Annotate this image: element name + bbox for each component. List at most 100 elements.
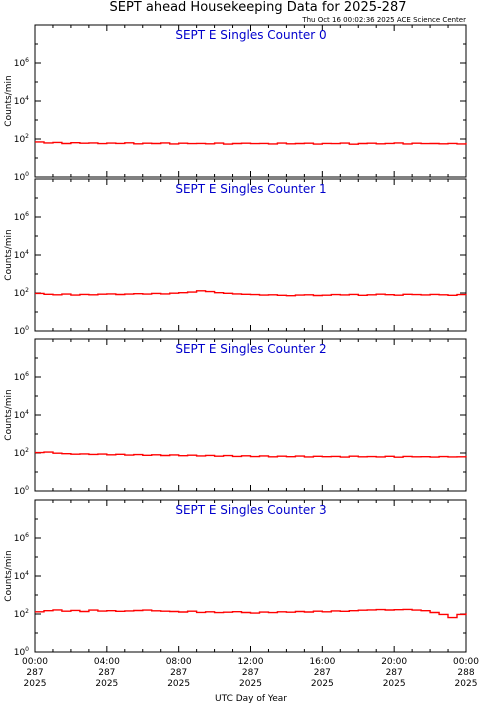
y-tick-label: 100 — [14, 325, 29, 337]
y-tick-label: 102 — [14, 287, 29, 299]
y-tick-base: 10 — [14, 251, 26, 261]
y-tick-label: 104 — [14, 249, 29, 261]
y-tick-base: 10 — [14, 135, 26, 145]
panel-title: SEPT E Singles Counter 0 — [175, 28, 326, 42]
y-tick-base: 10 — [14, 213, 26, 223]
x-tick-year: 2025 — [455, 679, 478, 689]
y-tick-base: 10 — [14, 373, 26, 383]
panel-title: SEPT E Singles Counter 2 — [175, 342, 326, 356]
y-tick-label: 106 — [14, 371, 29, 383]
y-tick-label: 104 — [14, 570, 29, 582]
y-tick-exponent: 4 — [25, 409, 29, 416]
x-axis-label: UTC Day of Year — [215, 694, 287, 703]
y-tick-base: 10 — [14, 572, 26, 582]
series-line — [35, 451, 467, 458]
y-tick-base: 10 — [14, 327, 26, 337]
y-tick-label: 102 — [14, 608, 29, 620]
y-tick-exponent: 2 — [25, 287, 29, 294]
y-tick-exponent: 6 — [25, 57, 29, 64]
series-line — [35, 608, 467, 619]
x-tick-doy: 287 — [314, 668, 331, 678]
x-tick-time: 12:00 — [238, 657, 264, 667]
series-line — [35, 141, 467, 145]
x-tick-time: 04:00 — [94, 657, 120, 667]
panel-frame — [34, 178, 467, 332]
y-axis-label: Counts/min — [4, 389, 14, 440]
y-tick-exponent: 4 — [25, 95, 29, 102]
x-tick-year: 2025 — [167, 679, 190, 689]
y-tick-exponent: 4 — [25, 570, 29, 577]
y-tick-base: 10 — [14, 487, 26, 497]
x-tick-year: 2025 — [24, 679, 47, 689]
y-axis-label: Counts/min — [4, 229, 14, 280]
x-tick-year: 2025 — [383, 679, 406, 689]
y-tick-base: 10 — [14, 610, 26, 620]
y-tick-base: 10 — [14, 59, 26, 69]
y-tick-label: 100 — [14, 646, 29, 658]
x-tick-time: 00:00 — [22, 657, 48, 667]
panel-title: SEPT E Singles Counter 1 — [175, 182, 326, 196]
y-tick-label: 106 — [14, 532, 29, 544]
x-tick-time: 08:00 — [166, 657, 192, 667]
y-tick-exponent: 0 — [25, 485, 29, 492]
y-tick-label: 102 — [14, 447, 29, 459]
y-tick-label: 106 — [14, 211, 29, 223]
panel-frame — [34, 499, 467, 653]
y-tick-base: 10 — [14, 289, 26, 299]
y-tick-exponent: 0 — [25, 171, 29, 178]
y-axis-label: Counts/min — [4, 75, 14, 126]
x-tick-doy: 287 — [98, 668, 115, 678]
chart-title: SEPT ahead Housekeeping Data for 2025-28… — [110, 0, 407, 15]
x-tick-doy: 288 — [457, 668, 474, 678]
x-tick-year: 2025 — [311, 679, 334, 689]
x-tick-doy: 287 — [242, 668, 259, 678]
x-tick-time: 20:00 — [381, 657, 407, 667]
y-tick-exponent: 2 — [25, 447, 29, 454]
y-tick-base: 10 — [14, 534, 26, 544]
x-tick-year: 2025 — [95, 679, 118, 689]
x-tick-doy: 287 — [170, 668, 187, 678]
panel-frame — [34, 338, 467, 492]
x-tick-doy: 287 — [26, 668, 43, 678]
y-tick-exponent: 0 — [25, 325, 29, 332]
y-tick-label: 106 — [14, 57, 29, 69]
y-axis-label: Counts/min — [4, 550, 14, 601]
y-tick-exponent: 6 — [25, 211, 29, 218]
timestamp: Thu Oct 16 00:02:36 2025 ACE Science Cen… — [301, 16, 466, 24]
y-tick-label: 100 — [14, 171, 29, 183]
y-tick-base: 10 — [14, 648, 26, 658]
x-tick-doy: 287 — [386, 668, 403, 678]
y-tick-exponent: 0 — [25, 646, 29, 653]
y-tick-exponent: 6 — [25, 532, 29, 539]
y-tick-exponent: 4 — [25, 249, 29, 256]
y-tick-label: 100 — [14, 485, 29, 497]
x-tick-year: 2025 — [239, 679, 262, 689]
y-tick-label: 104 — [14, 409, 29, 421]
y-tick-base: 10 — [14, 411, 26, 421]
y-tick-exponent: 2 — [25, 133, 29, 140]
series-line — [35, 290, 467, 297]
x-tick-time: 00:00 — [453, 657, 479, 667]
y-tick-base: 10 — [14, 173, 26, 183]
y-tick-exponent: 2 — [25, 608, 29, 615]
y-tick-base: 10 — [14, 97, 26, 107]
y-tick-exponent: 6 — [25, 371, 29, 378]
y-tick-base: 10 — [14, 449, 26, 459]
panel-title: SEPT E Singles Counter 3 — [175, 503, 326, 517]
y-tick-label: 104 — [14, 95, 29, 107]
x-axis: 00:00287202504:00287202508:00287202512:0… — [22, 657, 479, 689]
panel-frame — [34, 24, 467, 178]
